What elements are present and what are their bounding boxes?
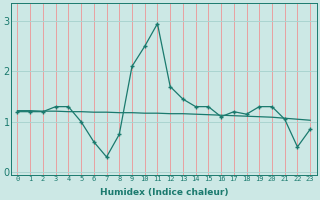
- X-axis label: Humidex (Indice chaleur): Humidex (Indice chaleur): [100, 188, 228, 197]
